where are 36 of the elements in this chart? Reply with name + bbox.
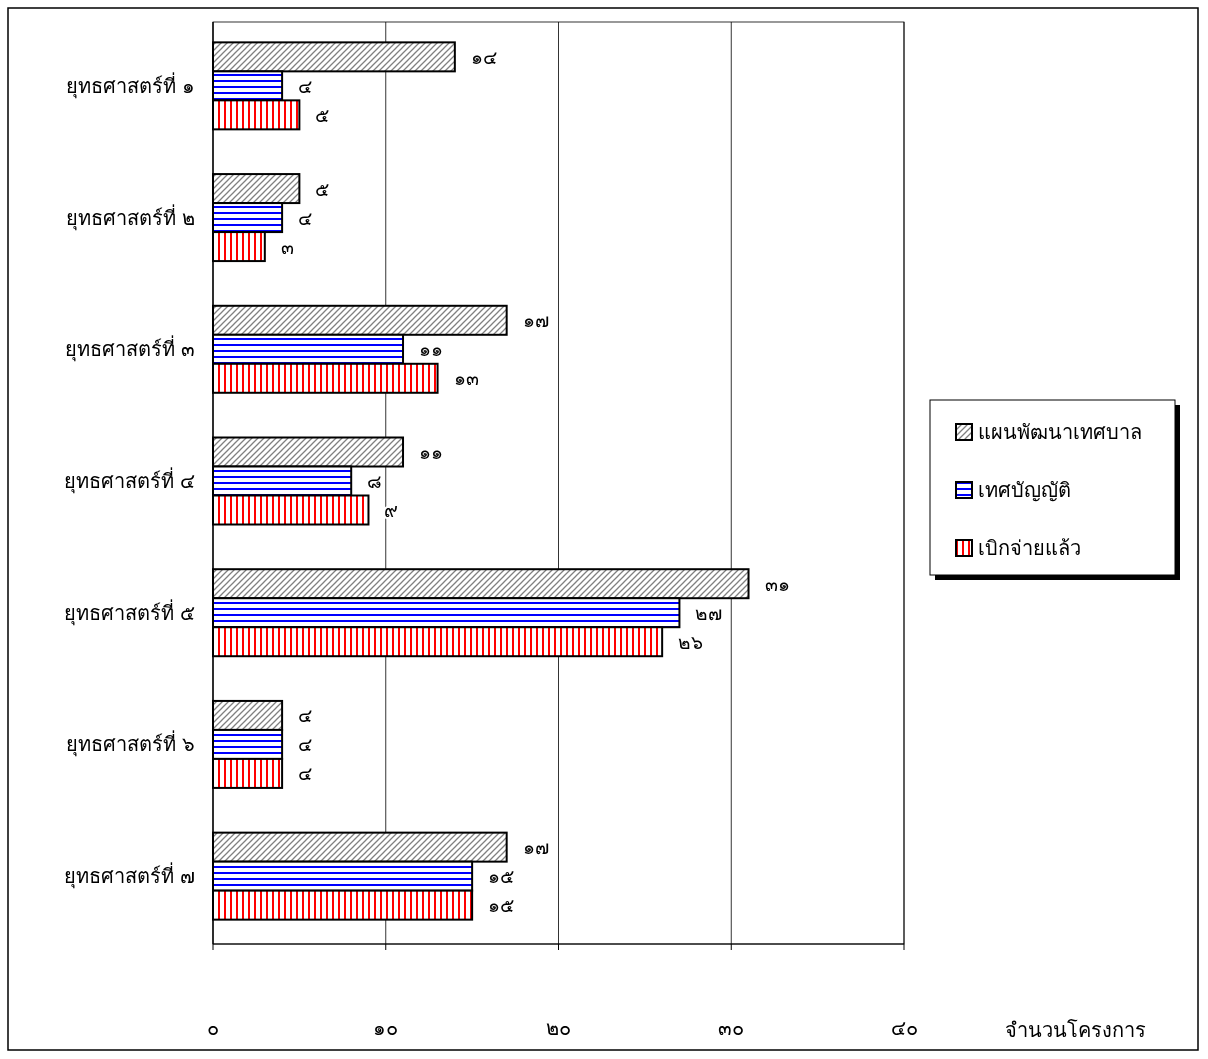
data-label: ๕ [315, 177, 330, 200]
x-tick-label: ๓๐ [718, 1016, 745, 1040]
y-tick-label: ยุทธศาสตร์ที่ ๑ [65, 71, 195, 99]
y-tick-label: ยุทธศาสตร์ที่ ๗ [63, 862, 195, 890]
x-tick-label: ๑๐ [373, 1016, 399, 1040]
data-label: ๔ [298, 206, 313, 229]
y-tick-label: ยุทธศาสตร์ที่ ๖ [65, 730, 195, 758]
data-label: ๑๓ [453, 367, 479, 390]
y-tick-label: ยุทธศาสตร์ที่ ๓ [64, 335, 195, 363]
data-label: ๓ [280, 235, 294, 258]
x-tick-label: ๒๐ [546, 1016, 571, 1040]
data-label: ๑๑ [419, 441, 444, 463]
data-label: ๘ [367, 470, 383, 492]
y-tick-label: ยุทธศาสตร์ที่ ๕ [63, 598, 195, 626]
data-label: ๑๑ [419, 338, 444, 361]
y-tick-label: ยุทธศาสตร์ที่ ๔ [63, 467, 195, 494]
data-label: ๔ [298, 762, 313, 785]
data-label: ๑๕ [488, 865, 515, 888]
legend-label: เบิกจ่ายแล้ว [978, 536, 1081, 560]
data-label: ๔ [298, 733, 313, 756]
data-label: ๓๑ [764, 572, 790, 595]
y-tick-label: ยุทธศาสตร์ที่ ๒ [65, 203, 195, 231]
x-tick-label: ๐ [207, 1016, 219, 1040]
x-axis-title: จำนวนโครงการ [1004, 1018, 1146, 1042]
x-tick-label: ๔๐ [890, 1016, 918, 1040]
legend-label: เทศบัญญัติ [978, 478, 1071, 502]
legend-label: แผนพัฒนาเทศบาล [978, 420, 1142, 444]
data-label: ๑๔ [470, 45, 497, 68]
data-label: ๑๗ [522, 309, 549, 332]
data-label: ๔ [298, 704, 313, 727]
data-label: ๒๖ [678, 630, 704, 653]
data-label: ๑๗ [522, 836, 549, 859]
data-label: ๔ [298, 74, 313, 97]
data-label: ๑๕ [488, 894, 515, 917]
data-label: ๒๗ [695, 601, 723, 624]
data-label: ๕ [315, 103, 330, 126]
